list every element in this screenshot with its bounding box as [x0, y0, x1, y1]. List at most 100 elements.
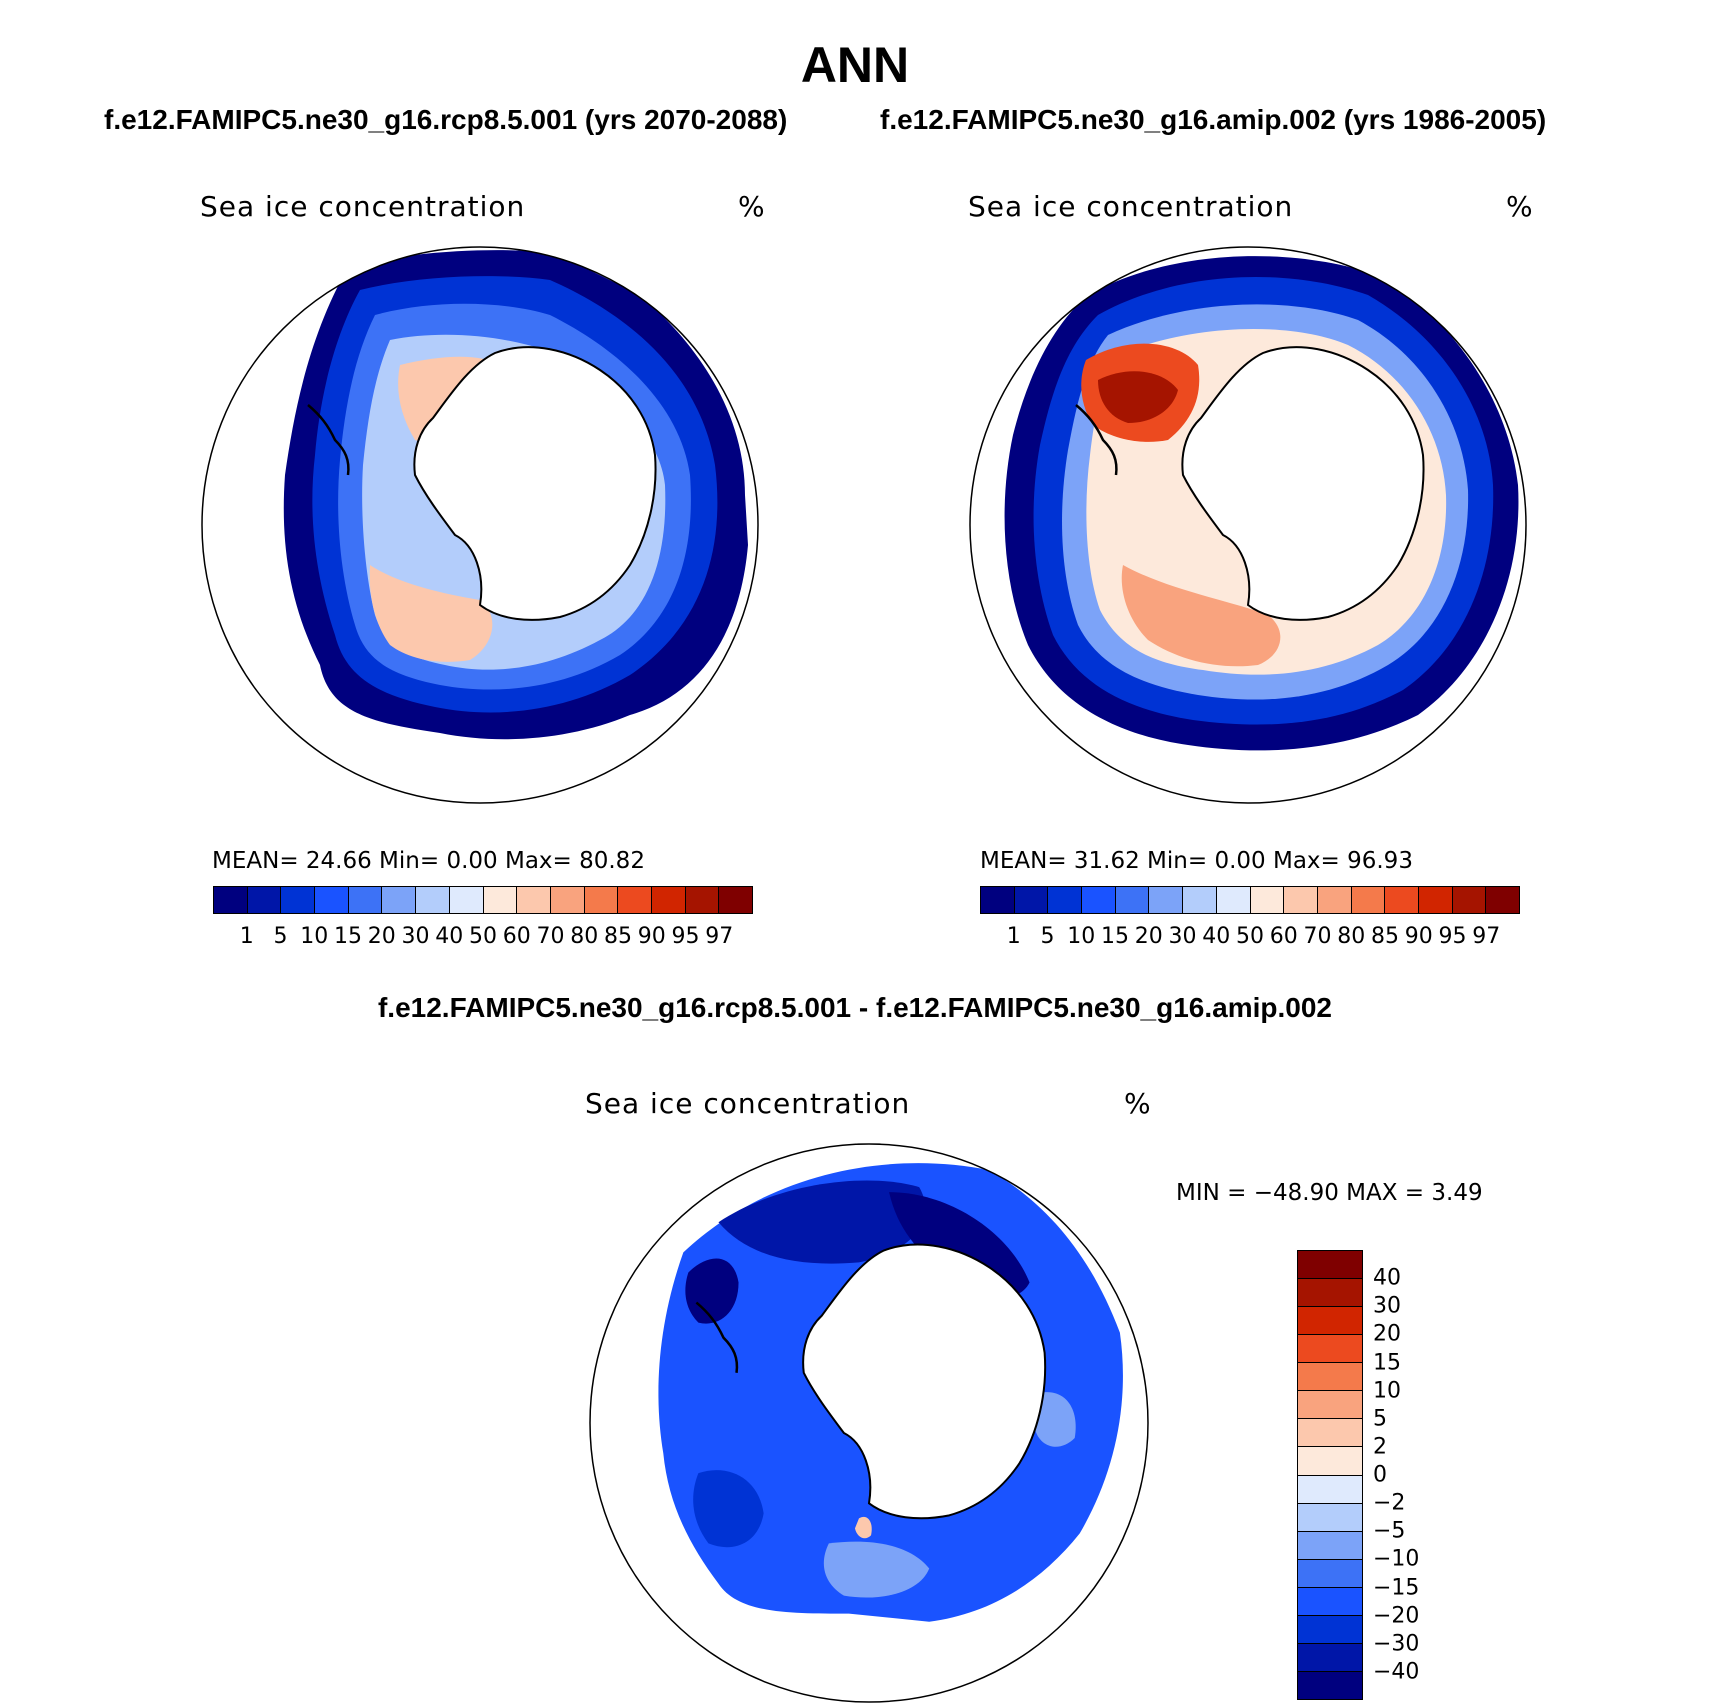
- colorbar-tick-label: 5: [1040, 924, 1055, 949]
- colorbar-tick-label: 20: [367, 924, 396, 949]
- colorbar-swatch: [1351, 887, 1386, 913]
- colorbar-swatch: [1298, 1475, 1362, 1504]
- diff-stats: MIN = −48.90 MAX = 3.49: [1176, 1180, 1483, 1206]
- case1-title: f.e12.FAMIPC5.ne30_g16.rcp8.5.001 (yrs 2…: [104, 104, 788, 135]
- colorbar-swatch: [1452, 887, 1487, 913]
- ice-warm-core-2: [1098, 371, 1178, 423]
- colorbar-tick-label: 15: [334, 924, 362, 949]
- colorbar-tick-label: 70: [536, 924, 565, 949]
- diff-weak-loss: [823, 1541, 930, 1598]
- colorbar-tick-label: 60: [502, 924, 531, 949]
- colorbar-swatch: [1298, 1447, 1362, 1476]
- colorbar-tick-label: 80: [570, 924, 599, 949]
- colorbar-swatch: [1216, 887, 1251, 913]
- colorbar-tick-label: −10: [1373, 1546, 1420, 1572]
- colorbar-tick-label: 15: [1101, 924, 1129, 949]
- colorbar-tick-label: 40: [1202, 924, 1231, 949]
- colorbar-swatch: [1115, 887, 1150, 913]
- diff-colorbar-ticks: 40 30 20 15 10 5 2 0 −2 −5 −10 −15 −20 −30 −40: [1373, 1250, 1453, 1700]
- antarctica-land: [802, 1243, 1047, 1520]
- panel1-units-label: %: [738, 190, 766, 223]
- colorbar-swatch: [517, 887, 551, 913]
- colorbar-swatch: [1298, 1391, 1362, 1420]
- case2-title: f.e12.FAMIPC5.ne30_g16.amip.002 (yrs 198…: [880, 104, 1547, 135]
- colorbar-swatch: [618, 887, 652, 913]
- diff-strong-loss-north: [718, 1180, 926, 1264]
- diff-units-label: %: [1124, 1087, 1152, 1120]
- colorbar-swatch: [315, 887, 349, 913]
- colorbar-tick-label: −15: [1373, 1575, 1420, 1600]
- colorbar-tick-label: 60: [1269, 924, 1298, 949]
- peninsula: [695, 1301, 739, 1373]
- colorbar-swatch: [719, 887, 752, 913]
- diff-weak-loss-east: [1033, 1392, 1076, 1447]
- colorbar-swatch: [1298, 1363, 1362, 1392]
- colorbar-swatch: [1298, 1307, 1362, 1336]
- ice-warm-core-3: [1121, 565, 1281, 667]
- colorbar-swatch: [449, 887, 484, 913]
- colorbar-tick-label: −5: [1373, 1518, 1406, 1544]
- colorbar-swatch: [1149, 887, 1184, 913]
- colorbar-swatch: [1298, 1643, 1362, 1672]
- ice-warm-core-2: [369, 565, 493, 662]
- panel1-map: [201, 246, 759, 804]
- colorbar-swatch: [584, 887, 619, 913]
- colorbar-swatch: [1298, 1559, 1362, 1588]
- colorbar-tick-label: 85: [604, 924, 632, 949]
- colorbar-swatch: [550, 887, 585, 913]
- colorbar-tick-label: 10: [1067, 924, 1096, 949]
- colorbar-tick-label: −40: [1373, 1659, 1420, 1685]
- colorbar-tick-label: 1: [1006, 924, 1021, 949]
- colorbar-swatch: [281, 887, 316, 913]
- peninsula: [1075, 404, 1118, 476]
- colorbar-tick-label: 10: [1373, 1378, 1401, 1404]
- panel1-colorbar: [213, 886, 753, 914]
- colorbar-swatch: [1082, 887, 1116, 913]
- colorbar-tick-label: 50: [1236, 924, 1264, 949]
- panel2-colorbar: [980, 886, 1520, 914]
- colorbar-swatch: [1250, 887, 1285, 913]
- colorbar-tick-label: 97: [705, 924, 734, 949]
- colorbar-swatch: [685, 887, 720, 913]
- figure-title: ANN: [800, 37, 910, 93]
- colorbar-swatch: [1298, 1531, 1362, 1560]
- colorbar-tick-label: 30: [1373, 1293, 1401, 1319]
- colorbar-swatch: [247, 887, 282, 913]
- colorbar-swatch: [1298, 1587, 1362, 1616]
- panel1-colorbar-ticks: 1 5 10 15 20 30 40 50 60 70 80 85 90 95 97: [213, 924, 753, 952]
- diff-colorbar: [1297, 1250, 1363, 1700]
- colorbar-tick-label: 0: [1373, 1462, 1387, 1488]
- diff-small-gain: [854, 1516, 872, 1539]
- colorbar-swatch: [1317, 887, 1352, 913]
- colorbar-tick-label: −30: [1373, 1631, 1420, 1657]
- colorbar-tick-label: 95: [671, 924, 700, 949]
- panel2-map: [969, 246, 1527, 804]
- colorbar-swatch: [1014, 887, 1049, 913]
- panel2-variable-label: Sea ice concentration: [968, 190, 1294, 223]
- colorbar-tick-label: 30: [1168, 924, 1197, 949]
- colorbar-swatch: [1298, 1671, 1362, 1699]
- colorbar-tick-label: 90: [637, 924, 666, 949]
- colorbar-tick-label: 30: [401, 924, 430, 949]
- colorbar-swatch: [651, 887, 686, 913]
- diff-loss-sw: [693, 1470, 764, 1548]
- panel2-units-label: %: [1506, 190, 1534, 223]
- diff-variable-label: Sea ice concentration: [585, 1087, 911, 1120]
- colorbar-tick-label: 20: [1134, 924, 1163, 949]
- colorbar-tick-label: 85: [1371, 924, 1399, 949]
- colorbar-swatch: [1298, 1279, 1362, 1308]
- colorbar-tick-label: 1: [239, 924, 254, 949]
- panel1-stats: MEAN= 24.66 Min= 0.00 Max= 80.82: [212, 848, 645, 874]
- colorbar-swatch: [348, 887, 383, 913]
- colorbar-tick-label: 20: [1373, 1321, 1401, 1347]
- colorbar-swatch: [1284, 887, 1318, 913]
- colorbar-tick-label: 15: [1373, 1350, 1401, 1375]
- colorbar-tick-label: 40: [435, 924, 464, 949]
- colorbar-tick-label: 97: [1472, 924, 1501, 949]
- diff-title: f.e12.FAMIPC5.ne30_g16.rcp8.5.001 - f.e1…: [377, 992, 1333, 1023]
- colorbar-tick-label: 5: [1373, 1406, 1387, 1432]
- colorbar-tick-label: −2: [1373, 1490, 1406, 1516]
- colorbar-tick-label: 2: [1373, 1434, 1387, 1460]
- colorbar-tick-label: 90: [1404, 924, 1433, 949]
- panel2-stats: MEAN= 31.62 Min= 0.00 Max= 96.93: [980, 848, 1413, 874]
